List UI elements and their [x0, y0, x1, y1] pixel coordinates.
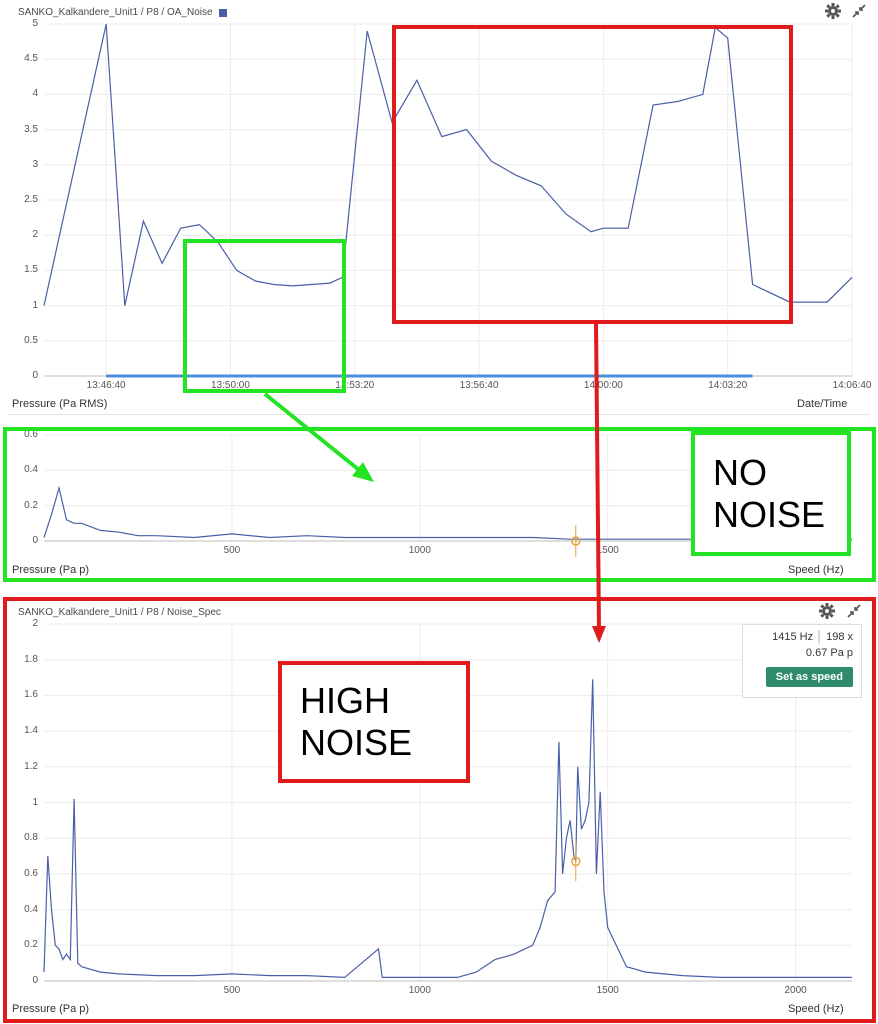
x-tick-label: 500 — [223, 985, 241, 996]
y-tick-label: 2 — [32, 229, 38, 241]
middle-x-axis-name: Speed (Hz) — [788, 564, 844, 576]
y-tick-label: 0 — [32, 535, 38, 546]
middle-panel-frame — [3, 427, 876, 582]
y-tick-label: 0.6 — [24, 429, 38, 440]
series-legend-swatch — [218, 8, 227, 17]
y-tick-label: 0.2 — [24, 939, 38, 951]
series-line — [43, 679, 852, 979]
y-tick-label: 4 — [32, 88, 38, 100]
y-tick-label: 3 — [32, 158, 38, 170]
y-tick-label: 0.6 — [24, 867, 38, 879]
x-tick-label: 14:06:40 — [832, 380, 872, 391]
y-tick-label: 0.4 — [24, 903, 38, 915]
high-noise-zoom-box — [392, 25, 793, 324]
bottom-chart-title: SANKO_Kalkandere_Unit1 / P8 / Noise_Spec — [18, 607, 221, 618]
high-noise-label: HIGH NOISE — [284, 674, 464, 770]
middle-y-axis-name: Pressure (Pa p) — [12, 564, 90, 576]
set-as-speed-button[interactable]: Set as speed — [765, 667, 853, 687]
top-chart-title-text: SANKO_Kalkandere_Unit1 / P8 / OA_Noise — [18, 7, 213, 18]
y-tick-label: 0 — [32, 370, 38, 381]
y-tick-label: 5 — [32, 18, 38, 29]
series-line — [43, 485, 852, 540]
high-noise-line-2: NOISE — [300, 722, 413, 763]
y-tick-label: 1.8 — [24, 653, 38, 665]
cursor-marker — [571, 856, 581, 867]
cursor-marker — [571, 536, 581, 546]
top-chart-title: SANKO_Kalkandere_Unit1 / P8 / OA_Noise — [18, 7, 227, 18]
x-tick-label: 14:03:20 — [708, 380, 748, 391]
x-tick-label: 2000 — [784, 985, 807, 996]
y-tick-label: 0 — [32, 975, 38, 986]
panel-divider — [8, 414, 870, 415]
y-tick-label: 3.5 — [24, 123, 38, 135]
y-tick-label: 0.4 — [24, 464, 38, 476]
y-tick-label: 1.4 — [24, 725, 38, 737]
x-tick-label: 13:53:20 — [335, 380, 375, 391]
red-arrow-line — [594, 321, 601, 631]
tooltip-value: 0.67 Pa p — [805, 647, 853, 659]
y-tick-label: 1 — [32, 299, 38, 311]
no-noise-label: NO NOISE — [697, 446, 845, 542]
series-line — [43, 23, 853, 306]
x-tick-label: 13:56:40 — [459, 380, 499, 391]
tooltip-frequency: 1415 Hz — [772, 631, 814, 643]
collapse-icon[interactable] — [850, 2, 868, 20]
x-tick-label: 13:50:00 — [210, 380, 250, 391]
bottom-panel-frame — [3, 597, 876, 1023]
no-noise-line-1: NO — [713, 452, 767, 493]
high-noise-line-1: HIGH — [300, 680, 390, 721]
green-arrow-head — [352, 462, 374, 482]
y-tick-label: 2 — [32, 618, 38, 629]
x-tick-label: 13:46:40 — [86, 380, 126, 391]
x-tick-label: 14:00:00 — [583, 380, 623, 391]
x-tick-label: 500 — [223, 545, 241, 556]
red-arrow-head — [592, 626, 606, 643]
gear-icon[interactable] — [824, 2, 842, 20]
gear-icon[interactable] — [818, 602, 836, 620]
x-tick-label: 1500 — [596, 985, 619, 996]
no-noise-box-border — [691, 431, 851, 556]
y-tick-label: 1.6 — [24, 689, 38, 701]
green-arrow-line — [263, 392, 366, 476]
bottom-y-axis-name: Pressure (Pa p) — [12, 1003, 90, 1015]
y-tick-label: 0.8 — [24, 832, 38, 844]
x-tick-label: 1500 — [596, 545, 619, 556]
bottom-x-axis-name: Speed (Hz) — [788, 1003, 844, 1015]
tooltip-order: 198 x — [826, 631, 853, 643]
x-tick-label: 1000 — [408, 985, 431, 996]
y-tick-label: 1.5 — [24, 264, 38, 276]
no-noise-zoom-box — [183, 239, 346, 393]
y-tick-label: 1 — [32, 796, 38, 808]
cursor-tooltip: 1415 Hz │ 198 x 0.67 Pa p Set as speed — [742, 624, 862, 698]
top-x-axis-name: Date/Time — [797, 398, 848, 410]
y-tick-label: 4.5 — [24, 53, 38, 65]
high-noise-box-border — [278, 661, 470, 783]
y-tick-label: 2.5 — [24, 194, 38, 205]
collapse-icon[interactable] — [845, 602, 863, 620]
top-y-axis-name: Pressure (Pa RMS) — [12, 398, 108, 410]
x-tick-label: 1000 — [408, 545, 431, 556]
bottom-chart-title-text: SANKO_Kalkandere_Unit1 / P8 / Noise_Spec — [18, 607, 221, 618]
y-tick-label: 0.5 — [24, 334, 38, 346]
no-noise-line-2: NOISE — [713, 494, 826, 535]
y-tick-label: 1.2 — [24, 760, 38, 772]
y-tick-label: 0.2 — [24, 499, 38, 511]
